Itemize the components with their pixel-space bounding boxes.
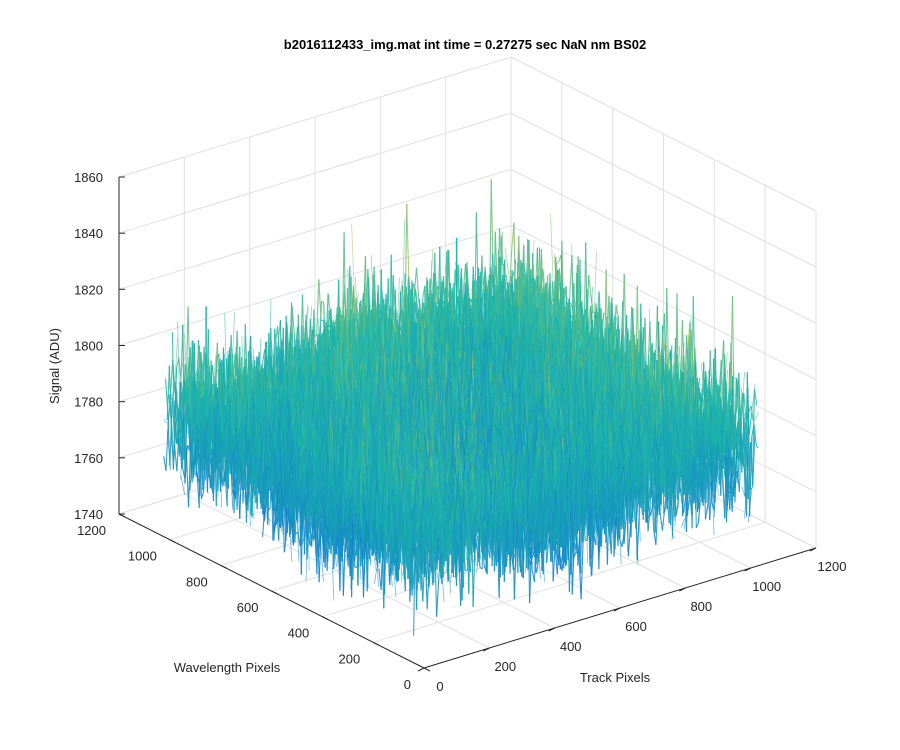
- surface-segment: [166, 365, 170, 420]
- back-wall-grid-line: [118, 112, 512, 234]
- chart-title: b2016112433_img.mat int time = 0.27275 s…: [284, 37, 646, 52]
- side-wall-grid-line: [510, 56, 817, 212]
- surface-segment: [415, 267, 420, 299]
- back-wall-grid-line: [118, 56, 512, 178]
- surface-segment: [165, 424, 169, 471]
- surface-segment: [413, 267, 418, 295]
- back-wall-grid-line: [118, 225, 512, 346]
- back-wall-grid-line: [118, 168, 512, 290]
- side-wall-grid-line: [510, 112, 817, 268]
- surface-segment: [321, 300, 325, 304]
- surface-segment: [318, 279, 322, 321]
- surface-segment: [170, 419, 174, 470]
- surface-segment: [174, 445, 178, 472]
- surface-segment: [169, 359, 174, 397]
- surface-segment: [200, 491, 205, 499]
- surface-segment: [316, 279, 320, 336]
- surface-segment: [171, 332, 176, 446]
- surface-mesh: [163, 179, 759, 636]
- surface-segment: [339, 307, 343, 322]
- side-wall-grid-line: [510, 168, 817, 324]
- surface-segment: [291, 306, 295, 334]
- surface-segment: [170, 394, 174, 398]
